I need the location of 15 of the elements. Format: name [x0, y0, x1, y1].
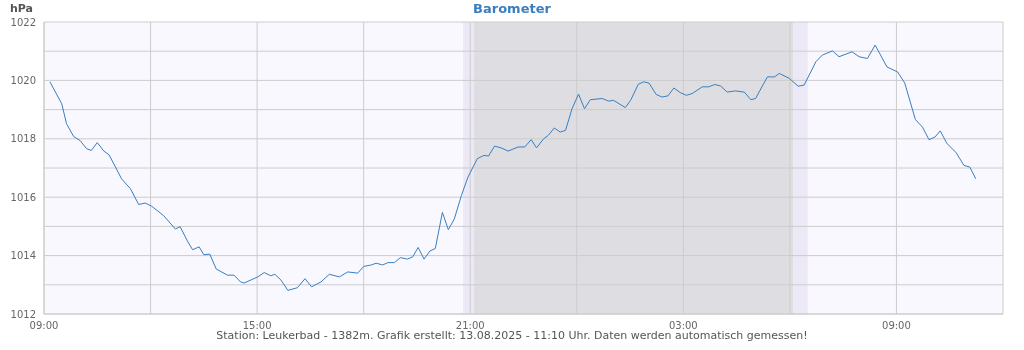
y-tick-label: 1020: [10, 74, 36, 86]
x-tick-label: 09:00: [29, 320, 59, 332]
text: Station: Leukerbad - 1382m. Grafik erstellt: 13.08.2025 - 11:10 Uhr. Daten werden automatisch gemessen!: [216, 329, 808, 342]
y-tick-label: 1018: [10, 133, 36, 145]
x-tick-label: 15:00: [242, 320, 272, 332]
x-tick-label: 21:00: [455, 320, 485, 332]
y-tick-label: 1012: [10, 308, 36, 320]
y-tick-label: 1016: [10, 191, 36, 203]
y-tick-label: 1022: [10, 16, 36, 28]
chart-title: Barometer: [473, 1, 551, 16]
line-series: [49, 44, 977, 291]
x-tick-label: 09:00: [882, 320, 911, 332]
y-tick-label: 1014: [10, 250, 36, 262]
x-tick-label: 03:00: [668, 320, 698, 332]
y-axis-title: hPa: [10, 2, 34, 15]
